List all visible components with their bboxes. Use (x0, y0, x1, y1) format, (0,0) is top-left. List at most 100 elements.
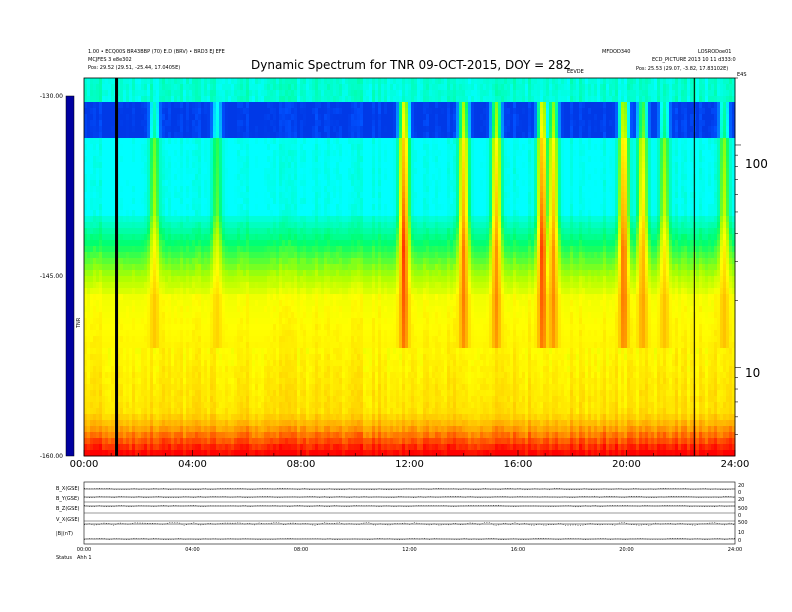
spectrogram-cell (183, 240, 187, 247)
spectrogram-cell (306, 204, 310, 211)
spectrogram-cell (276, 360, 280, 367)
spectrogram-cell (270, 174, 274, 181)
spectrogram-cell (267, 102, 271, 109)
spectrogram-cell (288, 162, 292, 169)
spectrogram-cell (243, 324, 247, 331)
spectrogram-cell (210, 330, 214, 337)
spectrogram-cell (276, 384, 280, 391)
spectrogram-cell (123, 156, 127, 163)
spectrogram-cell (252, 450, 256, 457)
spectrogram-cell (162, 336, 166, 343)
spectrogram-cell (183, 258, 187, 265)
spectrogram-cell (201, 270, 205, 277)
spectrogram-cell (153, 102, 157, 109)
spectrogram-cell (300, 330, 304, 337)
spectrogram-cell (243, 372, 247, 379)
spectrogram-cell (282, 390, 286, 397)
spectrogram-cell (249, 174, 253, 181)
spectrogram-cell (240, 126, 244, 133)
spectrogram-cell (93, 120, 97, 127)
spectrogram-cell (252, 90, 256, 97)
spectrogram-cell (288, 408, 292, 415)
spectrogram-cell (162, 372, 166, 379)
spectrogram-cell (129, 210, 133, 217)
spectrogram-cell (255, 108, 259, 115)
spectrogram-cell (279, 324, 283, 331)
spectrogram-cell (288, 258, 292, 265)
spectrogram-cell (84, 342, 88, 349)
spectrogram-cell (318, 138, 322, 145)
spectrogram-cell (138, 78, 142, 85)
spectrogram-cell (171, 438, 175, 445)
spectrogram-cell (255, 222, 259, 229)
spectrogram-cell (183, 342, 187, 349)
spectrogram-cell (189, 426, 193, 433)
spectrogram-cell (303, 210, 307, 217)
colorbar (65, 95, 75, 457)
spectrogram-cell (150, 192, 154, 199)
spectrogram-cell (255, 432, 259, 439)
spectrogram-cell (102, 420, 106, 427)
spectrogram-cell (267, 108, 271, 115)
spectrogram-cell (96, 114, 100, 121)
spectrogram-cell (99, 258, 103, 265)
spectrogram-cell (222, 180, 226, 187)
spectrogram-cell (135, 276, 139, 283)
spectrogram-cell (279, 228, 283, 235)
spectrogram-cell (279, 222, 283, 229)
spectrogram-cell (174, 312, 178, 319)
spectrogram-cell (120, 234, 124, 241)
spectrogram-cell (228, 288, 232, 295)
spectrogram-cell (165, 372, 169, 379)
spectrogram-cell (273, 300, 277, 307)
spectrogram-cell (180, 444, 184, 451)
spectrogram-cell (180, 168, 184, 175)
spectrogram-cell (171, 282, 175, 289)
spectrogram-cell (267, 228, 271, 235)
spectrogram-cell (258, 204, 262, 211)
spectrogram-cell (255, 336, 259, 343)
spectrogram-cell (285, 186, 289, 193)
spectrogram-cell (315, 210, 319, 217)
spectrogram-cell (102, 144, 106, 151)
spectrogram-cell (96, 348, 100, 355)
spectrogram-cell (276, 438, 280, 445)
spectrogram-cell (288, 150, 292, 157)
spectrogram-cell (117, 132, 121, 139)
spectrogram-cell (237, 222, 241, 229)
spectrogram-cell (162, 96, 166, 103)
spectrogram-cell (264, 186, 268, 193)
spectrogram-cell (249, 348, 253, 355)
spectrogram-cell (243, 258, 247, 265)
spectrogram-cell (144, 252, 148, 259)
spectrogram-cell (300, 108, 304, 115)
spectrogram-cell (234, 102, 238, 109)
spectrogram-cell (243, 138, 247, 145)
spectrogram-cell (93, 408, 97, 415)
spectrogram-cell (183, 144, 187, 151)
spectrogram-cell (159, 306, 163, 313)
spectrogram-cell (300, 192, 304, 199)
spectrogram-cell (117, 384, 121, 391)
spectrogram-cell (216, 174, 220, 181)
spectrogram-cell (240, 186, 244, 193)
spectrogram-cell (201, 186, 205, 193)
spectrogram-cell (192, 318, 196, 325)
spectrogram-cell (156, 306, 160, 313)
spectrogram-cell (168, 162, 172, 169)
spectrogram-cell (108, 372, 112, 379)
spectrogram-cell (225, 234, 229, 241)
spectrogram-cell (237, 138, 241, 145)
spectrogram-cell (186, 204, 190, 211)
spectrogram-cell (171, 210, 175, 217)
spectrogram-cell (138, 204, 142, 211)
spectrogram-cell (225, 282, 229, 289)
spectrogram-cell (321, 84, 325, 91)
spectrogram-cell (318, 114, 322, 121)
spectrogram-cell (279, 252, 283, 259)
spectrogram-cell (306, 384, 310, 391)
spectrogram-cell (294, 270, 298, 277)
spectrogram-cell (261, 366, 265, 373)
spectrogram-cell (207, 246, 211, 253)
spectrogram-cell (228, 192, 232, 199)
